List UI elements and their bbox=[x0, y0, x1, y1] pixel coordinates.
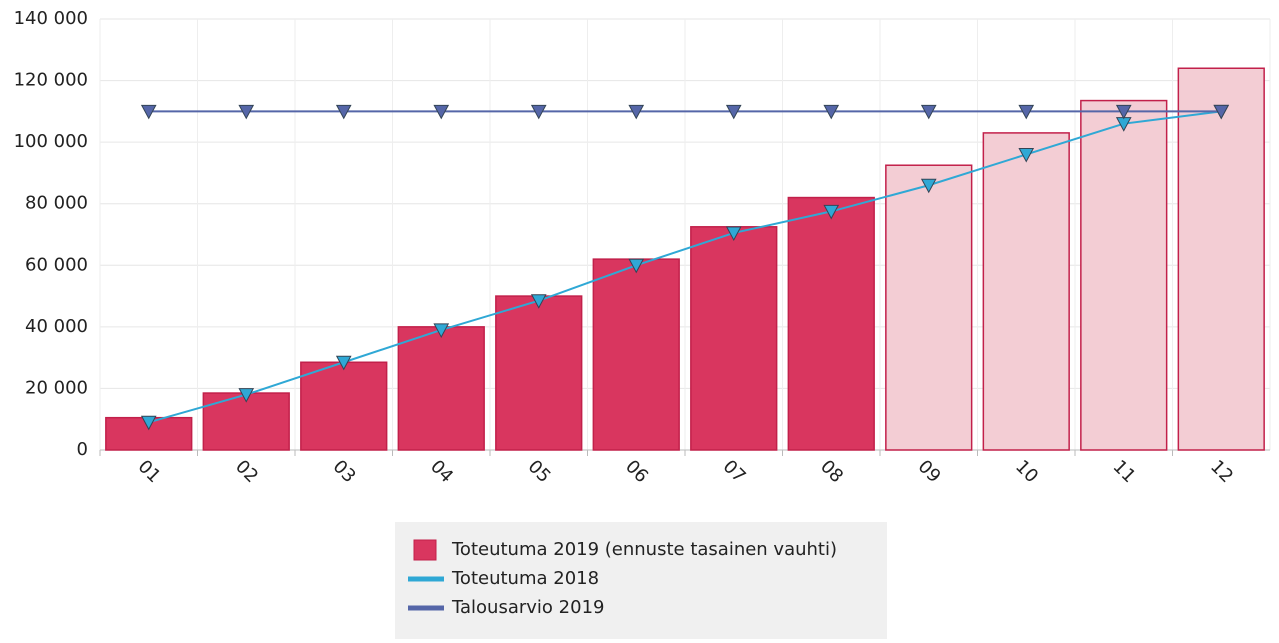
y-tick-label: 40 000 bbox=[25, 316, 88, 337]
x-tick-label: 10 bbox=[1011, 456, 1042, 487]
marker bbox=[140, 104, 157, 120]
y-tick-label: 80 000 bbox=[25, 193, 88, 214]
bar bbox=[300, 361, 388, 451]
x-tick-label: 06 bbox=[621, 456, 652, 487]
bar bbox=[397, 326, 485, 451]
y-tick-label: 20 000 bbox=[25, 377, 88, 398]
y-tick-label: 120 000 bbox=[14, 70, 88, 91]
legend-label: Toteutuma 2018 bbox=[451, 568, 599, 589]
bar bbox=[1177, 67, 1265, 451]
marker bbox=[335, 104, 352, 120]
marker bbox=[238, 104, 255, 120]
marker bbox=[238, 388, 255, 403]
x-tick-label: 05 bbox=[524, 456, 555, 487]
marker bbox=[1115, 104, 1132, 120]
marker bbox=[920, 178, 937, 194]
x-tick-label: 09 bbox=[914, 456, 945, 487]
y-tick-label: 0 bbox=[77, 439, 88, 460]
marker bbox=[433, 104, 450, 120]
x-tick-label: 11 bbox=[1109, 456, 1140, 487]
x-tick-label: 07 bbox=[719, 456, 750, 487]
x-tick-label: 04 bbox=[426, 456, 457, 487]
marker bbox=[433, 323, 450, 338]
marker bbox=[823, 204, 840, 220]
marker bbox=[920, 104, 937, 120]
marker bbox=[628, 258, 645, 274]
legend-label: Talousarvio 2019 bbox=[451, 597, 604, 618]
marker bbox=[335, 355, 352, 371]
marker bbox=[530, 104, 547, 120]
bar bbox=[1080, 99, 1168, 451]
y-tick-label: 140 000 bbox=[14, 8, 88, 29]
y-tick-label: 100 000 bbox=[14, 131, 88, 152]
marker bbox=[725, 104, 742, 120]
x-tick-label: 02 bbox=[231, 456, 262, 487]
x-tick-label: 12 bbox=[1206, 456, 1237, 487]
x-tick-label: 01 bbox=[134, 456, 165, 487]
marker bbox=[628, 104, 645, 120]
marker bbox=[1213, 104, 1230, 120]
marker bbox=[823, 104, 840, 120]
marker bbox=[725, 226, 742, 242]
y-tick-label: 60 000 bbox=[25, 254, 88, 275]
bar bbox=[885, 164, 973, 451]
bar bbox=[592, 258, 680, 451]
marker bbox=[1018, 104, 1035, 120]
legend-label: Toteutuma 2019 (ennuste tasainen vauhti) bbox=[451, 539, 837, 560]
bar bbox=[495, 295, 583, 451]
marker bbox=[1018, 147, 1035, 163]
bar bbox=[787, 196, 875, 451]
marker bbox=[140, 415, 157, 431]
x-tick-label: 03 bbox=[329, 456, 360, 487]
marker bbox=[530, 294, 547, 309]
legend-box bbox=[395, 522, 887, 639]
line bbox=[148, 110, 1222, 424]
x-tick-label: 08 bbox=[816, 456, 847, 487]
bar bbox=[690, 226, 778, 451]
bar bbox=[982, 132, 1070, 451]
legend-swatch bbox=[413, 539, 437, 561]
